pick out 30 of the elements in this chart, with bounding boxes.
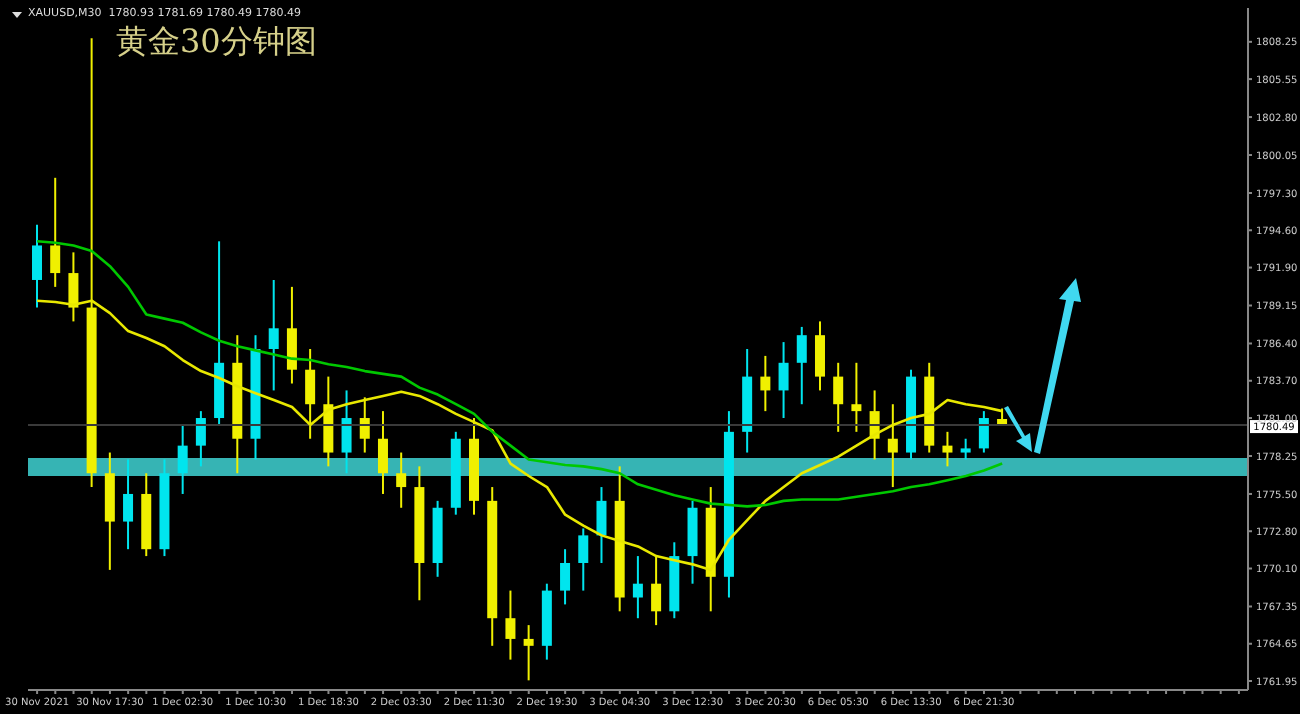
candlestick bbox=[505, 589, 516, 661]
candlestick bbox=[632, 555, 643, 620]
candlestick bbox=[177, 423, 188, 495]
candlestick bbox=[887, 403, 898, 489]
line-series bbox=[35, 240, 1004, 508]
candlestick bbox=[50, 176, 61, 288]
candlestick bbox=[578, 527, 589, 592]
candlestick bbox=[396, 451, 407, 509]
candlestick bbox=[833, 361, 844, 433]
candlestick bbox=[760, 354, 771, 413]
candlestick bbox=[978, 410, 989, 454]
candlestick bbox=[32, 223, 42, 309]
candlestick bbox=[596, 486, 607, 564]
candlestick bbox=[778, 341, 789, 420]
candlestick bbox=[195, 410, 206, 468]
candlestick bbox=[359, 396, 370, 454]
candlestick bbox=[286, 285, 297, 385]
candlestick bbox=[123, 458, 134, 551]
candlestick bbox=[851, 361, 862, 433]
candlestick bbox=[960, 437, 971, 461]
candlestick bbox=[377, 410, 388, 495]
text: 黄金30分钟图 bbox=[116, 22, 317, 64]
candlestick bbox=[814, 320, 825, 392]
candlestick bbox=[560, 548, 571, 606]
candlestick bbox=[942, 430, 953, 468]
candlestick bbox=[341, 389, 352, 475]
candlestick bbox=[523, 624, 534, 682]
candlestick bbox=[305, 348, 316, 440]
candlestick bbox=[268, 278, 279, 392]
candlestick bbox=[796, 325, 807, 406]
